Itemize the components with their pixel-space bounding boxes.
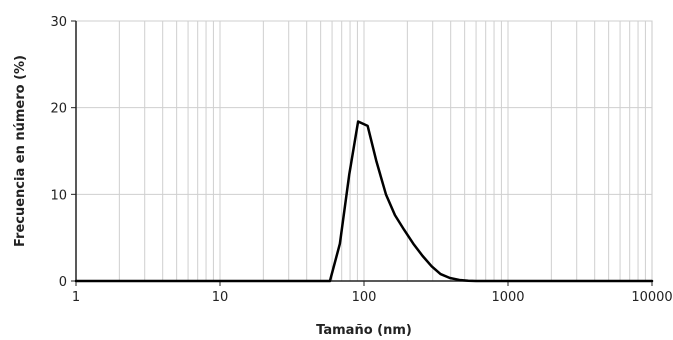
x-tick-label: 10 — [212, 290, 229, 305]
y-tick-label: 20 — [50, 102, 67, 117]
x-tick-label: 1000 — [491, 290, 524, 305]
x-tick-label: 10000 — [631, 290, 672, 305]
y-tick-label: 0 — [59, 275, 67, 290]
y-tick-label: 30 — [50, 15, 67, 30]
y-tick-label: 10 — [50, 188, 67, 203]
x-axis-title: Tamaño (nm) — [316, 323, 412, 338]
x-tick-label: 100 — [352, 290, 377, 305]
series-line — [74, 120, 654, 283]
series — [74, 120, 654, 283]
ticks: 1 10 100 1000 10000 0 10 20 30 — [50, 15, 672, 305]
grid — [75, 20, 653, 282]
y-axis-title: Frecuencia en número (%) — [13, 55, 28, 247]
x-tick-label: 1 — [72, 290, 80, 305]
